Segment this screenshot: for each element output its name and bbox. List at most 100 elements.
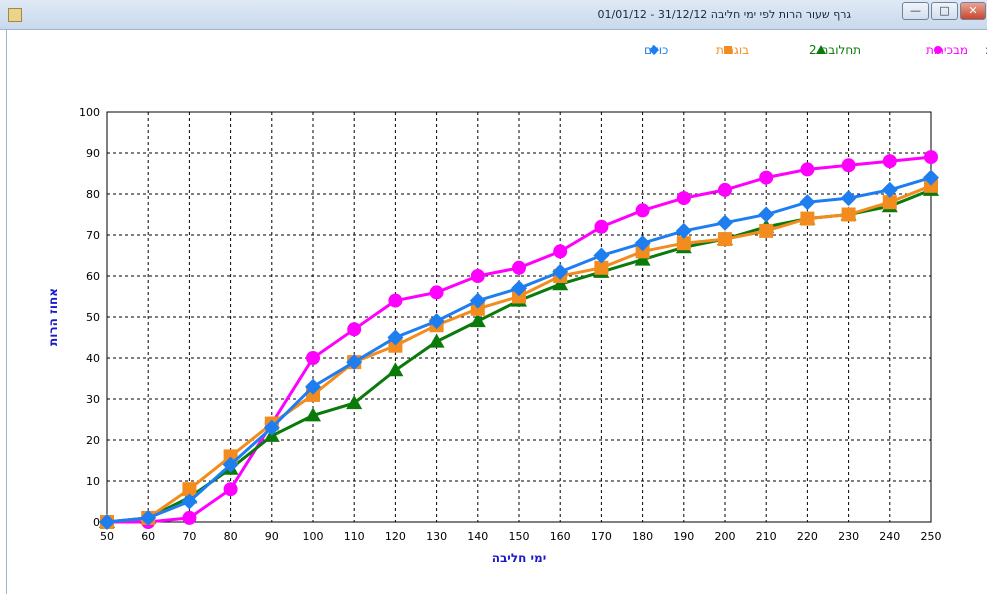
data-point <box>594 260 609 275</box>
data-point <box>718 182 732 197</box>
close-button[interactable]: ✕ <box>960 2 986 20</box>
data-point <box>306 351 320 365</box>
x-axis-title: ימי חליבה <box>492 551 547 565</box>
y-tick-label: 100 <box>79 106 100 119</box>
legend-label: תחלובה 2 <box>809 43 861 57</box>
data-point <box>512 260 526 275</box>
x-tick-label: 50 <box>100 530 114 543</box>
data-point <box>840 190 857 207</box>
data-point <box>676 236 691 251</box>
y-tick-label: 60 <box>86 270 100 283</box>
data-point <box>924 178 938 193</box>
data-point <box>924 150 938 165</box>
data-point <box>223 482 238 497</box>
y-tick-label: 40 <box>86 352 100 365</box>
legend-label: כולם <box>644 43 668 57</box>
x-tick-label: 180 <box>632 530 653 543</box>
data-point <box>635 244 650 259</box>
data-point <box>181 493 198 510</box>
minimize-button[interactable]: — <box>902 2 929 20</box>
data-point <box>800 162 815 177</box>
data-point <box>634 235 651 252</box>
x-tick-label: 170 <box>591 530 612 543</box>
data-point <box>717 214 733 231</box>
data-point <box>222 456 239 473</box>
x-tick-label: 150 <box>509 530 530 543</box>
data-point <box>635 203 650 218</box>
data-point <box>99 514 115 530</box>
x-tick-label: 230 <box>838 530 859 543</box>
data-point <box>346 354 363 371</box>
y-tick-label: 70 <box>86 229 100 242</box>
data-point <box>387 329 404 346</box>
data-point <box>512 289 526 304</box>
x-tick-label: 90 <box>265 530 279 543</box>
data-point <box>881 181 898 198</box>
data-point <box>553 244 568 259</box>
data-point <box>387 362 404 377</box>
legend-marker <box>934 46 942 54</box>
data-point <box>841 207 856 222</box>
x-tick-label: 80 <box>224 530 238 543</box>
window-title: גרף שעור הרות לפי ימי חליבה 31/12/12 - 0… <box>597 8 851 21</box>
data-point <box>470 269 485 283</box>
x-tick-label: 160 <box>550 530 571 543</box>
data-point <box>882 154 897 169</box>
x-tick-label: 210 <box>756 530 777 543</box>
y-axis-title: אחוז הרות <box>46 288 60 346</box>
x-tick-label: 100 <box>303 530 324 543</box>
x-tick-label: 130 <box>426 530 447 543</box>
data-point <box>718 232 732 247</box>
data-point <box>759 223 774 238</box>
data-point <box>388 338 403 353</box>
data-point <box>800 211 815 226</box>
data-point <box>263 419 280 436</box>
data-point <box>511 280 527 297</box>
data-point <box>469 313 486 328</box>
x-tick-label: 110 <box>344 530 365 543</box>
y-tick-label: 30 <box>86 393 100 406</box>
x-tick-label: 70 <box>182 530 196 543</box>
maximize-button[interactable]: □ <box>931 2 958 20</box>
x-tick-label: 60 <box>141 530 155 543</box>
data-point <box>676 191 691 206</box>
x-tick-label: 190 <box>673 530 694 543</box>
y-tick-label: 0 <box>93 516 100 529</box>
data-point <box>594 219 609 234</box>
x-tick-label: 200 <box>715 530 736 543</box>
data-point <box>428 313 445 330</box>
legend-title: מקרא: <box>985 43 987 57</box>
x-tick-label: 120 <box>385 530 406 543</box>
legend-marker <box>649 45 659 55</box>
y-tick-label: 10 <box>86 475 100 488</box>
data-point <box>346 395 363 410</box>
legend-label: מבכירות <box>926 43 968 57</box>
x-tick-label: 250 <box>921 530 942 543</box>
data-point <box>882 195 897 210</box>
data-point <box>347 322 362 337</box>
data-point <box>140 509 157 526</box>
data-point <box>305 407 321 422</box>
window-titlebar[interactable]: — □ ✕ גרף שעור הרות לפי ימי חליבה 31/12/… <box>0 0 987 30</box>
data-point <box>470 301 485 316</box>
data-point <box>428 333 445 348</box>
plot-border <box>106 111 932 523</box>
x-tick-label: 140 <box>467 530 488 543</box>
data-point <box>634 251 651 266</box>
legend-marker <box>724 46 732 54</box>
data-point <box>552 263 569 280</box>
data-point <box>182 510 197 525</box>
data-point <box>552 276 569 291</box>
data-point <box>799 194 816 211</box>
y-tick-label: 90 <box>86 147 100 160</box>
data-point <box>182 482 197 497</box>
y-tick-label: 20 <box>86 434 100 447</box>
data-point <box>388 293 403 308</box>
data-point <box>305 378 321 395</box>
y-tick-label: 50 <box>86 311 100 324</box>
data-point <box>759 170 774 185</box>
data-point <box>923 169 939 186</box>
document-edit-icon <box>8 8 22 22</box>
data-point <box>841 158 856 173</box>
